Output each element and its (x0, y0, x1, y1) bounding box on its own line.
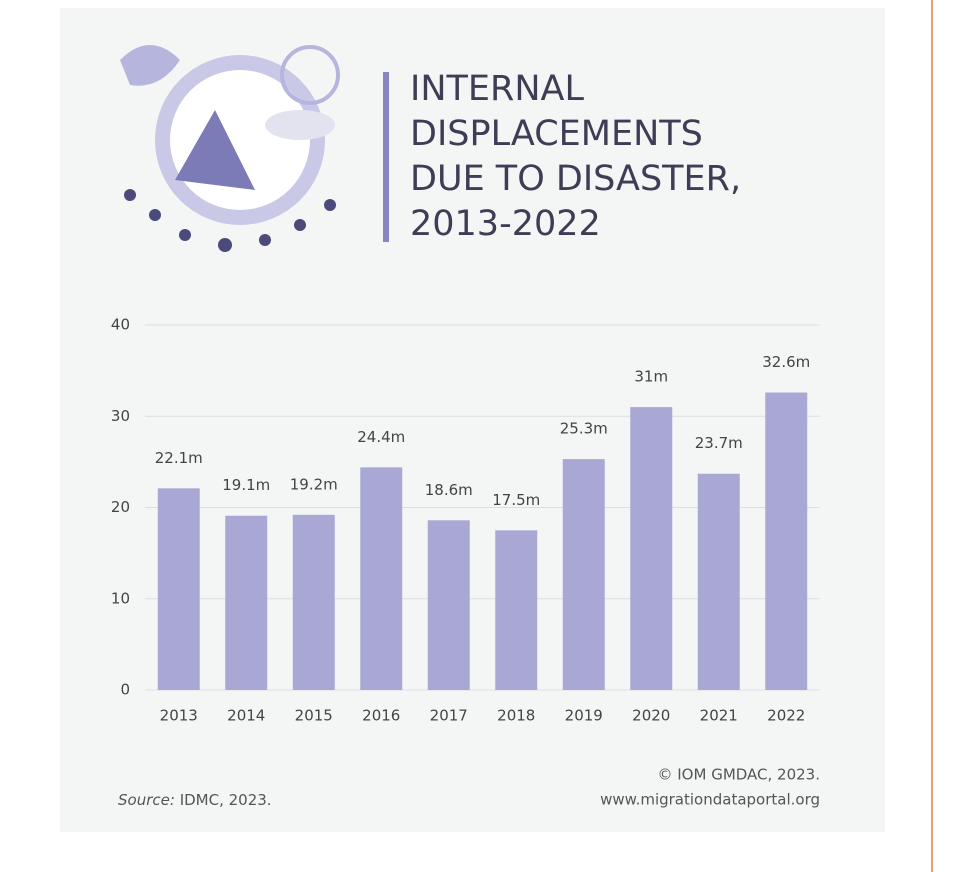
value-label: 22.1m (155, 449, 203, 467)
bar (562, 459, 605, 690)
chart-title: INTERNAL DISPLACEMENTS DUE TO DISASTER, 201… (410, 69, 741, 244)
bar (765, 392, 808, 690)
title-accent (383, 72, 389, 242)
title-line: 2013-2022 (410, 204, 601, 244)
y-tick-label: 20 (111, 498, 130, 516)
source-text: IDMC, 2023. (180, 791, 272, 809)
value-label: 17.5m (492, 491, 540, 509)
source-label: Source: (118, 791, 175, 809)
bar (157, 488, 200, 690)
value-label: 19.2m (290, 475, 338, 493)
x-tick-label: 2013 (160, 707, 198, 725)
title-line: INTERNAL (410, 69, 584, 109)
copyright: © IOM GMDAC, 2023. (657, 766, 820, 784)
bar (630, 407, 673, 690)
y-tick-label: 30 (111, 407, 130, 425)
value-label: 18.6m (425, 481, 473, 499)
y-tick-label: 10 (111, 589, 130, 607)
illustration (120, 45, 340, 252)
x-tick-label: 2022 (767, 707, 805, 725)
bar (292, 514, 335, 690)
value-label: 24.4m (357, 428, 405, 446)
value-label: 25.3m (560, 420, 608, 438)
x-tick-label: 2015 (295, 707, 333, 725)
x-tick-label: 2021 (700, 707, 738, 725)
title-line: DISPLACEMENTS (410, 114, 703, 154)
x-tick-label: 2020 (632, 707, 670, 725)
bar (427, 520, 470, 690)
value-label: 19.1m (222, 476, 270, 494)
source: Source: IDMC, 2023. (118, 791, 272, 809)
bar (495, 530, 538, 690)
value-label: 31m (634, 368, 668, 386)
x-tick-label: 2016 (362, 707, 400, 725)
value-label: 23.7m (695, 434, 743, 452)
y-tick-label: 0 (120, 681, 130, 699)
title-line: DUE TO DISASTER, (410, 159, 741, 199)
website: www.migrationdataportal.org (600, 791, 820, 809)
x-tick-label: 2019 (565, 707, 603, 725)
x-tick-label: 2018 (497, 707, 535, 725)
bar (360, 467, 403, 690)
y-tick-label: 40 (111, 316, 130, 334)
bar (225, 515, 268, 690)
value-label: 32.6m (762, 353, 810, 371)
bar (697, 473, 740, 690)
x-tick-label: 2017 (430, 707, 468, 725)
x-tick-label: 2014 (227, 707, 265, 725)
